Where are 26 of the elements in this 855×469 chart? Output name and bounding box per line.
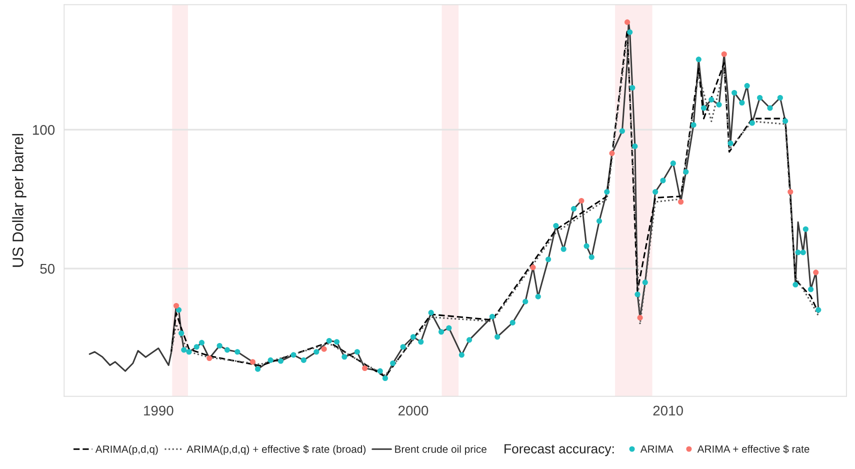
point (578, 198, 584, 204)
y-tick-label: 50 (40, 264, 55, 274)
legend-label: ARIMA (640, 445, 674, 453)
x-tick-label: 1990 (144, 406, 174, 416)
point (609, 150, 615, 156)
point (250, 359, 256, 365)
point (206, 355, 212, 362)
legend-title: Forecast accuracy: (504, 444, 614, 456)
y-tick-label: 100 (32, 125, 55, 135)
legend-label: ARIMA(p,d,q) (95, 445, 158, 455)
legend-label: ARIMA(p,d,q) + effective $ rate (broad) (186, 445, 366, 455)
point (721, 51, 727, 57)
point (637, 314, 643, 320)
legend-label: ARIMA + effective $ rate (697, 444, 810, 454)
point (530, 264, 536, 270)
y-axis-title: US Dollar per barrel (12, 134, 26, 267)
point (813, 270, 819, 276)
point (321, 346, 327, 352)
x-tick-label: 2000 (398, 406, 428, 416)
point (788, 189, 794, 195)
point (362, 365, 368, 372)
x-tick-label: 2010 (653, 406, 683, 416)
point (678, 199, 684, 205)
legend-label: Brent crude oil price (395, 445, 486, 455)
point (624, 19, 630, 25)
point (173, 302, 180, 309)
